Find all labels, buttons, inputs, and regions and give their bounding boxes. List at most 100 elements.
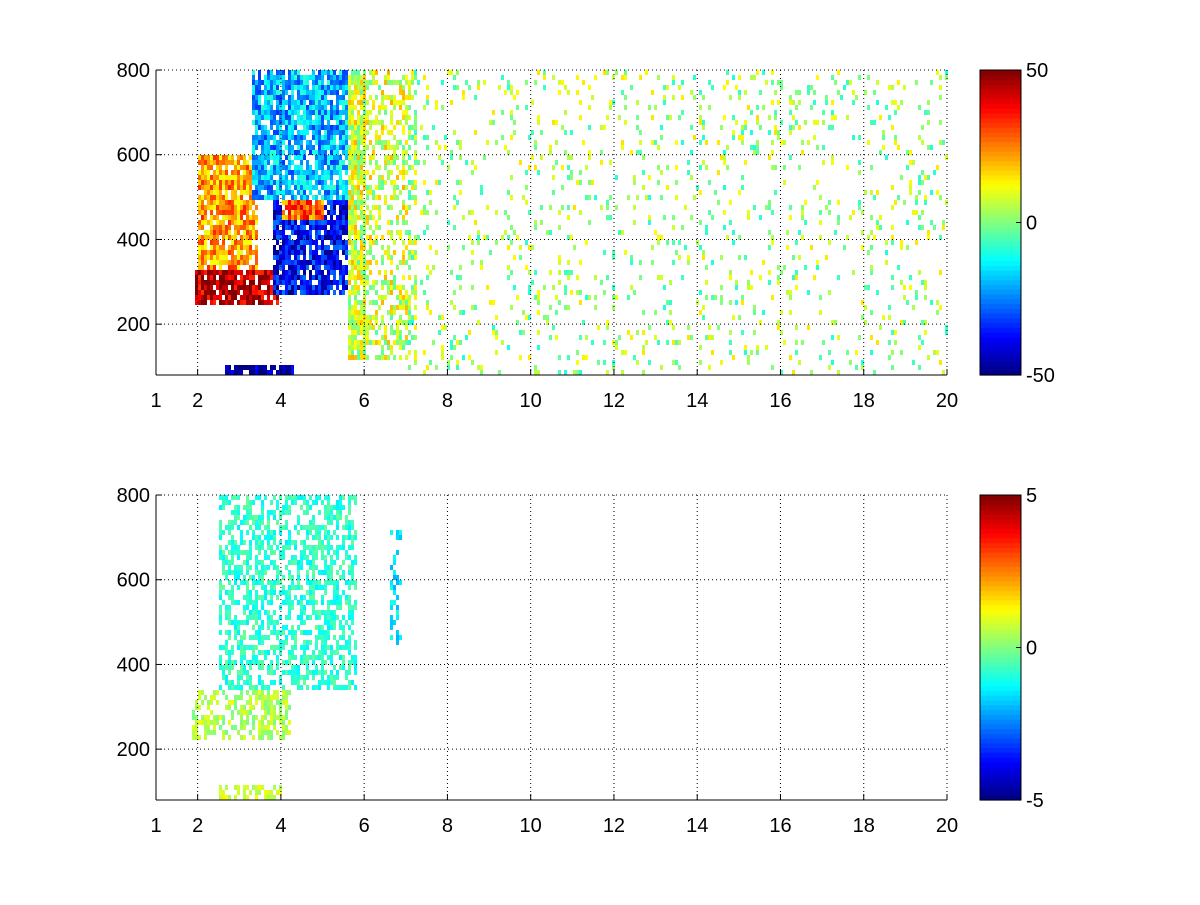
heatmap-cell: [657, 275, 660, 280]
heatmap-cell: [321, 670, 324, 675]
heatmap-cell: [360, 175, 363, 180]
heatmap-cell: [201, 180, 204, 185]
heatmap-cell: [225, 250, 228, 255]
heatmap-cell: [321, 660, 324, 665]
heatmap-cell: [339, 270, 342, 275]
heatmap-cell: [426, 85, 429, 90]
heatmap-cell: [342, 200, 345, 205]
heatmap-cell: [216, 250, 219, 255]
heatmap-cell: [201, 155, 204, 160]
heatmap-cell: [663, 285, 666, 290]
heatmap-cell: [261, 660, 264, 665]
heatmap-cell: [327, 260, 330, 265]
heatmap-cell: [222, 225, 225, 230]
heatmap-cell: [276, 200, 279, 205]
heatmap-cell: [339, 125, 342, 130]
heatmap-cell: [651, 115, 654, 120]
heatmap-cell: [606, 205, 609, 210]
heatmap-cell: [225, 640, 228, 645]
heatmap-cell: [453, 205, 456, 210]
heatmap-cell: [330, 110, 333, 115]
heatmap-cell: [276, 180, 279, 185]
heatmap-cell: [264, 550, 267, 555]
heatmap-cell: [216, 210, 219, 215]
heatmap-cell: [840, 95, 843, 100]
heatmap-cell: [384, 110, 387, 115]
heatmap-cell: [318, 175, 321, 180]
heatmap-cell: [345, 255, 348, 260]
heatmap-cell: [300, 155, 303, 160]
heatmap-cell: [243, 225, 246, 230]
heatmap-cell: [828, 125, 831, 130]
heatmap-cell: [258, 595, 261, 600]
heatmap-cell: [363, 185, 366, 190]
heatmap-cell: [423, 290, 426, 295]
heatmap-cell: [210, 225, 213, 230]
heatmap-cell: [402, 250, 405, 255]
heatmap-cell: [360, 170, 363, 175]
heatmap-cell: [273, 715, 276, 720]
heatmap-cell: [330, 240, 333, 245]
heatmap-cell: [330, 80, 333, 85]
heatmap-cell: [672, 95, 675, 100]
heatmap-cell: [633, 180, 636, 185]
heatmap-cell: [237, 200, 240, 205]
heatmap-cell: [297, 265, 300, 270]
heatmap-cell: [372, 340, 375, 345]
heatmap-cell: [255, 110, 258, 115]
heatmap-cell: [318, 155, 321, 160]
heatmap-cell: [264, 495, 267, 500]
heatmap-cell: [363, 305, 366, 310]
heatmap-cell: [621, 350, 624, 355]
heatmap-cell: [252, 80, 255, 85]
heatmap-cell: [282, 225, 285, 230]
heatmap-cell: [354, 600, 357, 605]
heatmap-cell: [336, 545, 339, 550]
heatmap-cell: [369, 140, 372, 145]
heatmap-cell: [510, 195, 513, 200]
heatmap-cell: [870, 270, 873, 275]
heatmap-cell: [876, 220, 879, 225]
heatmap-cell: [699, 105, 702, 110]
heatmap-cell: [246, 220, 249, 225]
heatmap-cell: [399, 190, 402, 195]
heatmap-cell: [762, 260, 765, 265]
heatmap-cell: [798, 100, 801, 105]
heatmap-cell: [921, 280, 924, 285]
heatmap-cell: [339, 70, 342, 75]
heatmap-cell: [342, 685, 345, 690]
heatmap-cell: [318, 225, 321, 230]
heatmap-cell: [306, 630, 309, 635]
heatmap-cell: [279, 105, 282, 110]
heatmap-cell: [309, 90, 312, 95]
heatmap-cell: [711, 260, 714, 265]
heatmap-cell: [906, 245, 909, 250]
heatmap-cell: [792, 115, 795, 120]
heatmap-cell: [348, 335, 351, 340]
heatmap-cell: [219, 665, 222, 670]
heatmap-cell: [492, 110, 495, 115]
heatmap-cell: [405, 95, 408, 100]
heatmap-cell: [249, 665, 252, 670]
heatmap-cell: [282, 210, 285, 215]
heatmap-cell: [270, 720, 273, 725]
heatmap-cell: [861, 245, 864, 250]
heatmap-cell: [201, 170, 204, 175]
heatmap-cell: [900, 175, 903, 180]
heatmap-cell: [444, 145, 447, 150]
heatmap-cell: [654, 105, 657, 110]
heatmap-cell: [741, 140, 744, 145]
heatmap-cell: [339, 655, 342, 660]
heatmap-cell: [267, 565, 270, 570]
heatmap-cell: [234, 685, 237, 690]
heatmap-cell: [237, 545, 240, 550]
heatmap-cell: [477, 320, 480, 325]
heatmap-cell: [285, 500, 288, 505]
heatmap-cell: [390, 290, 393, 295]
heatmap-cell: [327, 175, 330, 180]
heatmap-cell: [288, 650, 291, 655]
heatmap-cell: [255, 635, 258, 640]
heatmap-cell: [333, 590, 336, 595]
heatmap-cell: [213, 290, 216, 295]
